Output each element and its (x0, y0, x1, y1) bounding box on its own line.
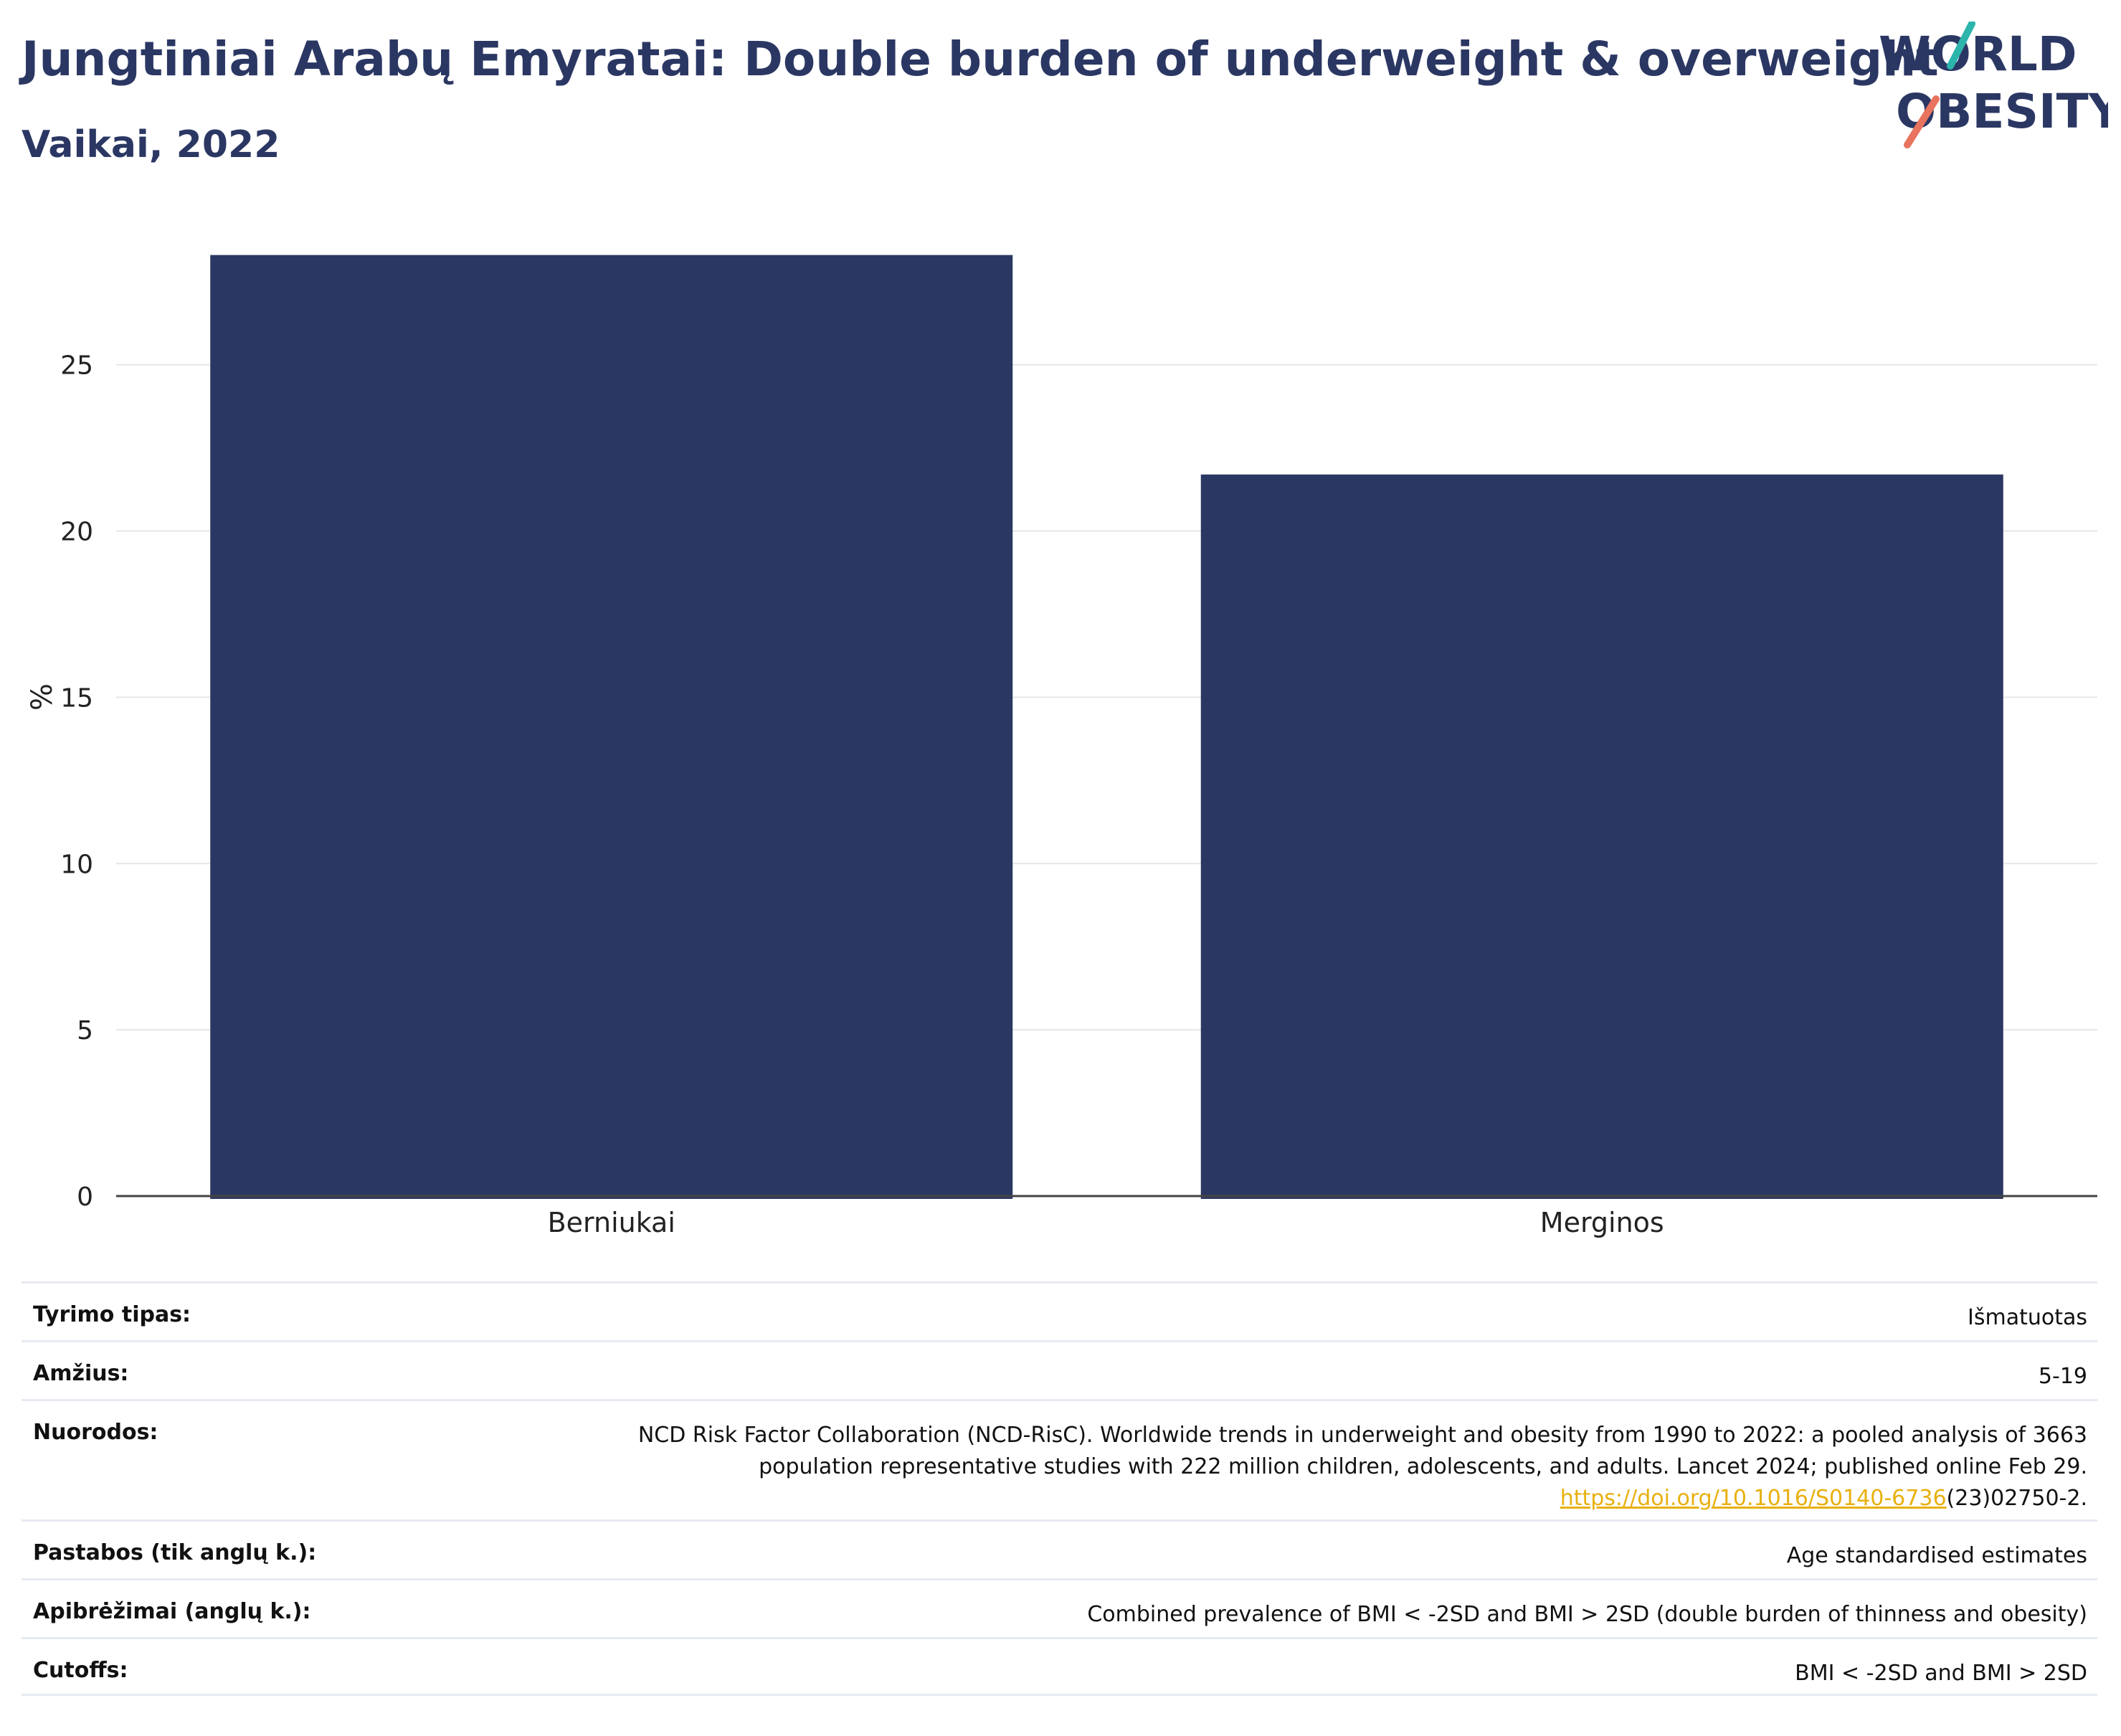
meta-row: Nuorodos: NCD Risk Factor Collaboration (… (22, 1399, 2097, 1519)
y-axis-label: % (26, 683, 59, 711)
logo-slash-bottom (1904, 95, 1940, 148)
y-tick-label: 5 (77, 1016, 93, 1045)
y-tick-label: 0 (77, 1182, 93, 1212)
meta-label: Amžius: (33, 1361, 129, 1386)
y-tick-label: 10 (60, 850, 93, 879)
metadata-table: Tyrimo tipas: Išmatuotas Amžius: 5-19 Nuorod… (22, 1281, 2097, 1696)
x-tick-label: Merginos (1540, 1207, 1664, 1238)
y-tick-label: 20 (60, 518, 93, 547)
meta-value: Išmatuotas (1968, 1305, 2087, 1330)
meta-row: Cutoffs: BMI < -2SD and BMI > 2SD (22, 1637, 2097, 1696)
meta-row: Apibrėžimai (anglų k.): Combined prevalen… (22, 1578, 2097, 1637)
meta-value: 5-19 (2038, 1364, 2087, 1389)
meta-label: Tyrimo tipas: (33, 1302, 191, 1327)
x-tick-labels: Berniukai Merginos (548, 1207, 1664, 1238)
doi-link[interactable]: https://doi.org/10.1016/S0140-6736 (1560, 1486, 1947, 1511)
logo-slash-top (1947, 22, 1975, 70)
meta-label: Cutoffs: (33, 1658, 128, 1683)
meta-value: NCD Risk Factor Collaboration (NCD-RisC)… (637, 1423, 2087, 1511)
meta-row: Tyrimo tipas: Išmatuotas (22, 1281, 2097, 1340)
meta-label: Apibrėžimai (anglų k.): (33, 1599, 311, 1624)
bar-berniukai (210, 255, 1013, 1199)
meta-value: Combined prevalence of BMI < -2SD and BM… (1087, 1602, 2087, 1627)
y-tick-label: 15 (60, 683, 93, 713)
chart-title: Jungtiniai Arabų Emyratai: Double burden… (22, 32, 1939, 87)
meta-row: Amžius: 5-19 (22, 1340, 2097, 1399)
meta-row: Pastabos (tik anglų k.): Age standardised… (22, 1519, 2097, 1578)
chart-subtitle: Vaikai, 2022 (22, 123, 280, 166)
meta-value: Age standardised estimates (1786, 1543, 2087, 1568)
bar-chart: 0 5 10 15 20 25 Berniukai Merginos % (26, 255, 2097, 1238)
doi-suffix: (23)02750-2. (1946, 1486, 2087, 1511)
logo-line1: WORLD (1879, 27, 2077, 82)
y-tick-label: 25 (60, 351, 93, 381)
bars (210, 255, 2003, 1199)
y-tick-labels: 0 5 10 15 20 25 (60, 351, 93, 1212)
bar-merginos (1200, 474, 2003, 1199)
meta-label: Nuorodos: (33, 1420, 158, 1445)
x-tick-label: Berniukai (548, 1207, 675, 1238)
meta-value: BMI < -2SD and BMI > 2SD (1795, 1661, 2087, 1686)
world-obesity-logo: WORLD OBESITY (1879, 22, 2108, 148)
meta-label: Pastabos (tik anglų k.): (33, 1540, 317, 1565)
